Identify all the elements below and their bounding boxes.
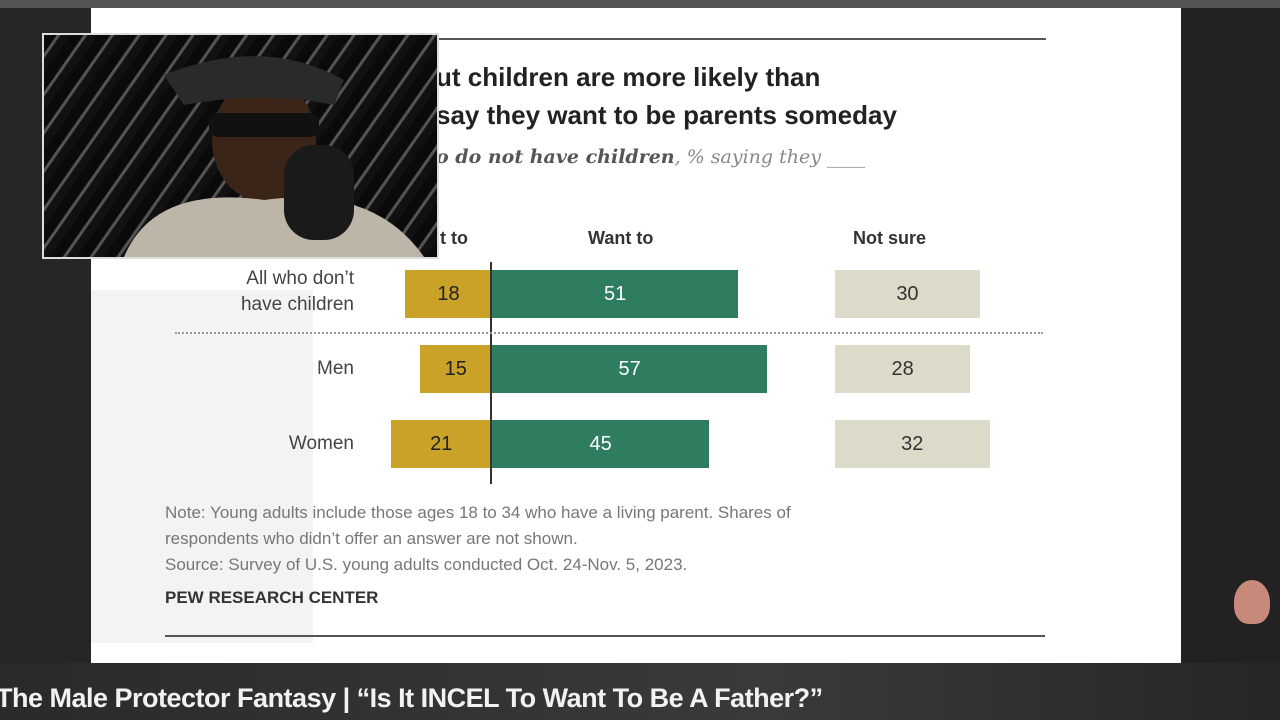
- column-header-want: Want to: [588, 228, 654, 248]
- bar-want: 51: [492, 270, 739, 318]
- note-line1: Note: Young adults include those ages 18…: [165, 503, 791, 522]
- bottom-rule: [165, 635, 1045, 637]
- column-header-not-sure: Not sure: [853, 228, 927, 248]
- bar-value-label: 45: [589, 432, 612, 455]
- bar-value-label: 32: [901, 432, 924, 455]
- video-caption: The Male Protector Fantasy | “Is It INCE…: [0, 683, 823, 713]
- chart-note: Note: Young adults include those ages 18…: [165, 500, 791, 578]
- bar-value-label: 15: [444, 357, 467, 380]
- row-label: All who don’t have children: [240, 268, 354, 315]
- source-line: Source: Survey of U.S. young adults cond…: [165, 555, 688, 574]
- chart-title-line1: ut children are more likely than: [436, 62, 821, 92]
- bar-not-sure: 28: [835, 345, 971, 393]
- note-line2: respondents who didn’t offer an answer a…: [165, 529, 578, 548]
- zero-axis-line: [490, 262, 492, 484]
- bar-value-label: 30: [896, 282, 919, 305]
- bar-want: 45: [492, 420, 710, 468]
- bar-value-label: 57: [618, 357, 641, 380]
- divider-dotted: [175, 332, 1043, 334]
- right-margin: [1181, 8, 1280, 663]
- row-label: Men: [317, 358, 354, 379]
- top-bar: [0, 0, 1280, 8]
- channel-avatar-icon: [1234, 580, 1270, 624]
- bar-dont-want: 18: [405, 270, 492, 318]
- bar-value-label: 28: [891, 357, 914, 380]
- top-rule: [436, 38, 1046, 40]
- bar-value-label: 18: [437, 282, 460, 305]
- video-caption-bar: The Male Protector Fantasy | “Is It INCE…: [0, 663, 1280, 720]
- pew-logo-text: PEW RESEARCH CENTER: [165, 588, 379, 607]
- column-header-dont-want: t to: [440, 228, 468, 248]
- bar-not-sure: 30: [835, 270, 980, 318]
- chart-subtitle: o do not have children, % saying they __…: [436, 146, 865, 168]
- bar-not-sure: 32: [835, 420, 990, 468]
- subtitle-rest: , % saying they ____: [674, 146, 866, 168]
- bar-value-label: 21: [430, 432, 453, 455]
- bar-want: 57: [492, 345, 768, 393]
- subtitle-bold: o do not have children: [436, 146, 675, 168]
- webcam-overlay: [42, 33, 439, 259]
- bar-dont-want: 21: [390, 420, 492, 468]
- streamer-icon: [124, 56, 424, 257]
- bar-dont-want: 15: [419, 345, 492, 393]
- chart-title-line2: say they want to be parents someday: [436, 100, 897, 130]
- bar-value-label: 51: [604, 282, 627, 305]
- slide-shade: [91, 290, 313, 643]
- row-label: Women: [288, 433, 354, 454]
